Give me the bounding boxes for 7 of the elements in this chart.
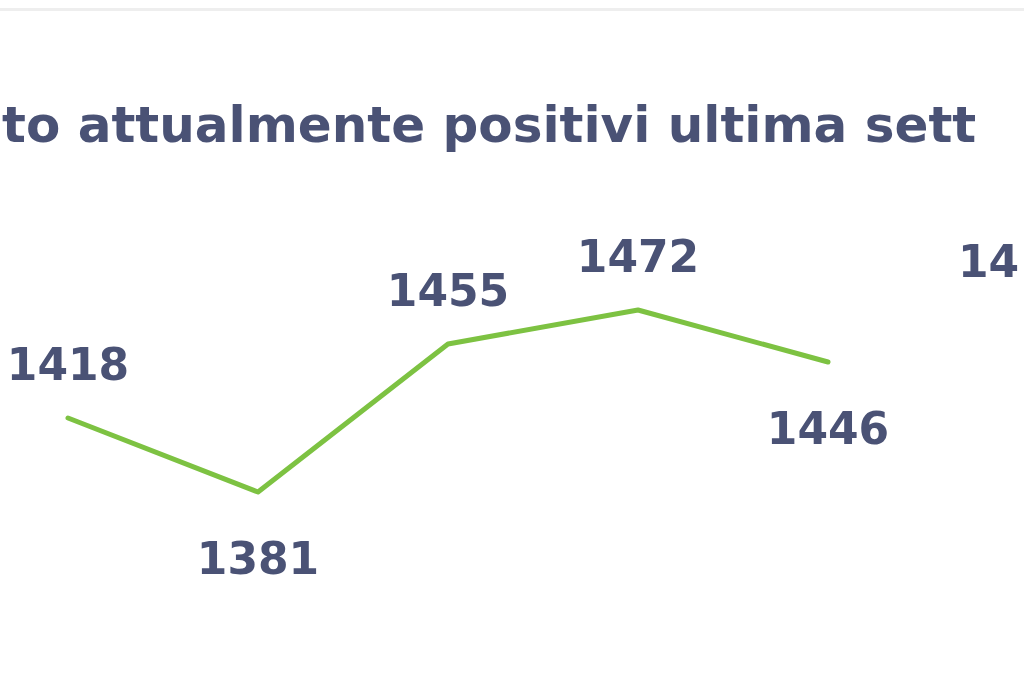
text: 14 <box>958 236 1020 287</box>
data-label: 1418 <box>6 339 130 390</box>
data-label: 1446 <box>766 403 890 454</box>
data-label: 1381 <box>196 533 320 584</box>
data-label: 1455 <box>386 265 510 316</box>
chart-title: to attualmente positivi ultima sett <box>2 96 977 154</box>
data-label: 1472 <box>576 231 700 282</box>
